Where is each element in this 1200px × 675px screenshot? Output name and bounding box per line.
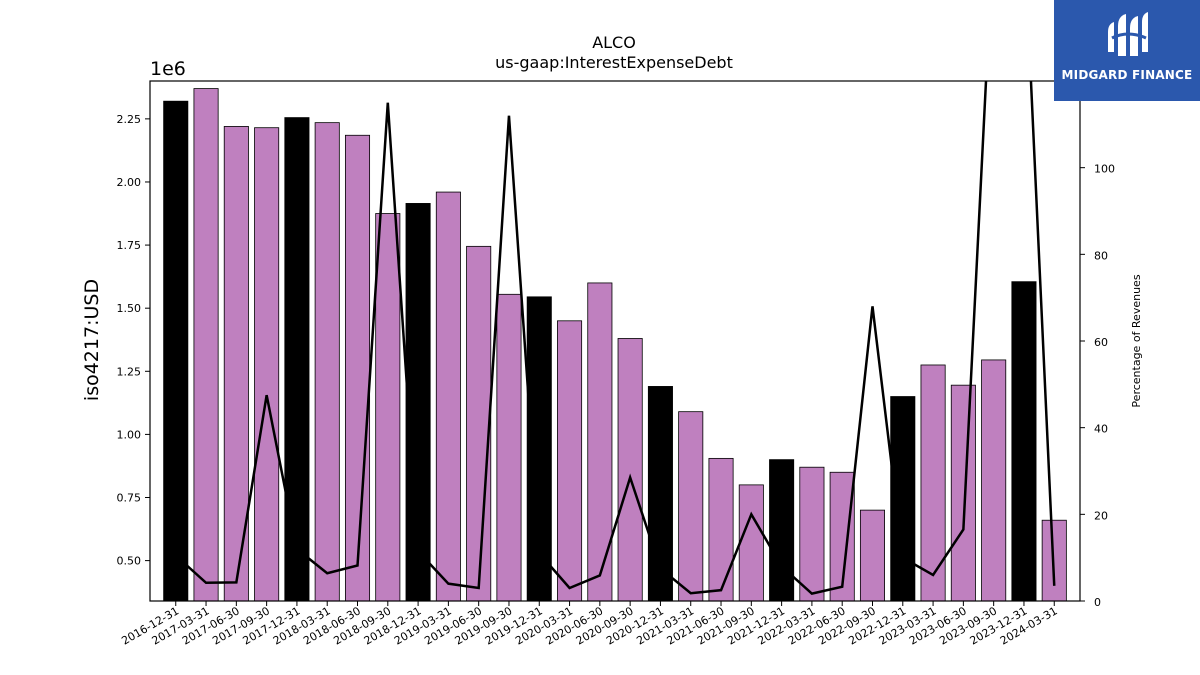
bar-2023-09-30 xyxy=(981,359,1007,602)
y-tick-label: 1.25 xyxy=(117,365,142,378)
chart-title: ALCO xyxy=(592,33,636,52)
pct-revenue-line xyxy=(174,81,1056,595)
y-tick-label: 0.50 xyxy=(117,555,142,568)
bar-2017-06-30 xyxy=(223,126,249,602)
bar-2022-12-31 xyxy=(890,396,916,602)
bar-2023-03-31 xyxy=(920,364,946,602)
y2-tick-label: 80 xyxy=(1094,249,1108,262)
y2-tick-label: 100 xyxy=(1094,163,1115,176)
y2-tick-label: 0 xyxy=(1094,596,1101,609)
bar-2021-09-30 xyxy=(738,484,764,602)
y-offset-label: 1e6 xyxy=(150,58,186,80)
bar-2022-09-30 xyxy=(859,509,885,602)
bar-2019-06-30 xyxy=(466,245,492,602)
bar-2018-03-31 xyxy=(314,122,340,602)
bars-group xyxy=(163,88,1067,602)
bar-2016-12-31 xyxy=(163,100,189,602)
bar-2018-06-30 xyxy=(344,134,371,602)
logo-text: MIDGARD FINANCE xyxy=(1061,68,1193,82)
bar-2018-09-30 xyxy=(375,213,401,602)
line-group xyxy=(174,81,1056,595)
bar-2020-03-31 xyxy=(557,320,583,602)
bar-2023-12-31 xyxy=(1011,281,1037,602)
bar-2020-06-30 xyxy=(587,282,613,602)
bar-2017-12-31 xyxy=(284,117,310,602)
bar-2019-03-31 xyxy=(435,191,461,602)
bar-2021-06-30 xyxy=(708,457,734,602)
y-tick-label: 1.00 xyxy=(117,428,142,441)
bar-2019-09-30 xyxy=(496,293,522,602)
y-tick-label: 0.75 xyxy=(117,492,142,505)
y2-tick-label: 20 xyxy=(1094,509,1108,522)
bar-2021-03-31 xyxy=(678,411,704,602)
chart-subtitle: us-gaap:InterestExpenseDebt xyxy=(495,53,733,72)
bar-2017-09-30 xyxy=(254,127,280,602)
bar-2022-03-31 xyxy=(799,466,825,602)
y-tick-label: 1.50 xyxy=(117,302,142,315)
y2-axis-label: Percentage of Revenues xyxy=(1130,274,1143,407)
bar-2021-12-31 xyxy=(769,459,795,602)
y-axis-label: iso4217:USD xyxy=(81,279,103,401)
bar-2017-03-31 xyxy=(193,88,219,602)
midgard-logo-icon xyxy=(1108,12,1148,56)
y-tick-label: 1.75 xyxy=(117,239,142,252)
y2-tick-label: 40 xyxy=(1094,423,1108,436)
brand-logo: MIDGARD FINANCE xyxy=(1054,0,1200,101)
bar-2023-06-30 xyxy=(950,384,976,602)
y-tick-label: 2.25 xyxy=(117,113,142,126)
bar-2020-09-30 xyxy=(617,338,643,602)
bar-2019-12-31 xyxy=(526,296,552,602)
y2-tick-label: 60 xyxy=(1094,336,1108,349)
y-tick-label: 2.00 xyxy=(117,176,142,189)
